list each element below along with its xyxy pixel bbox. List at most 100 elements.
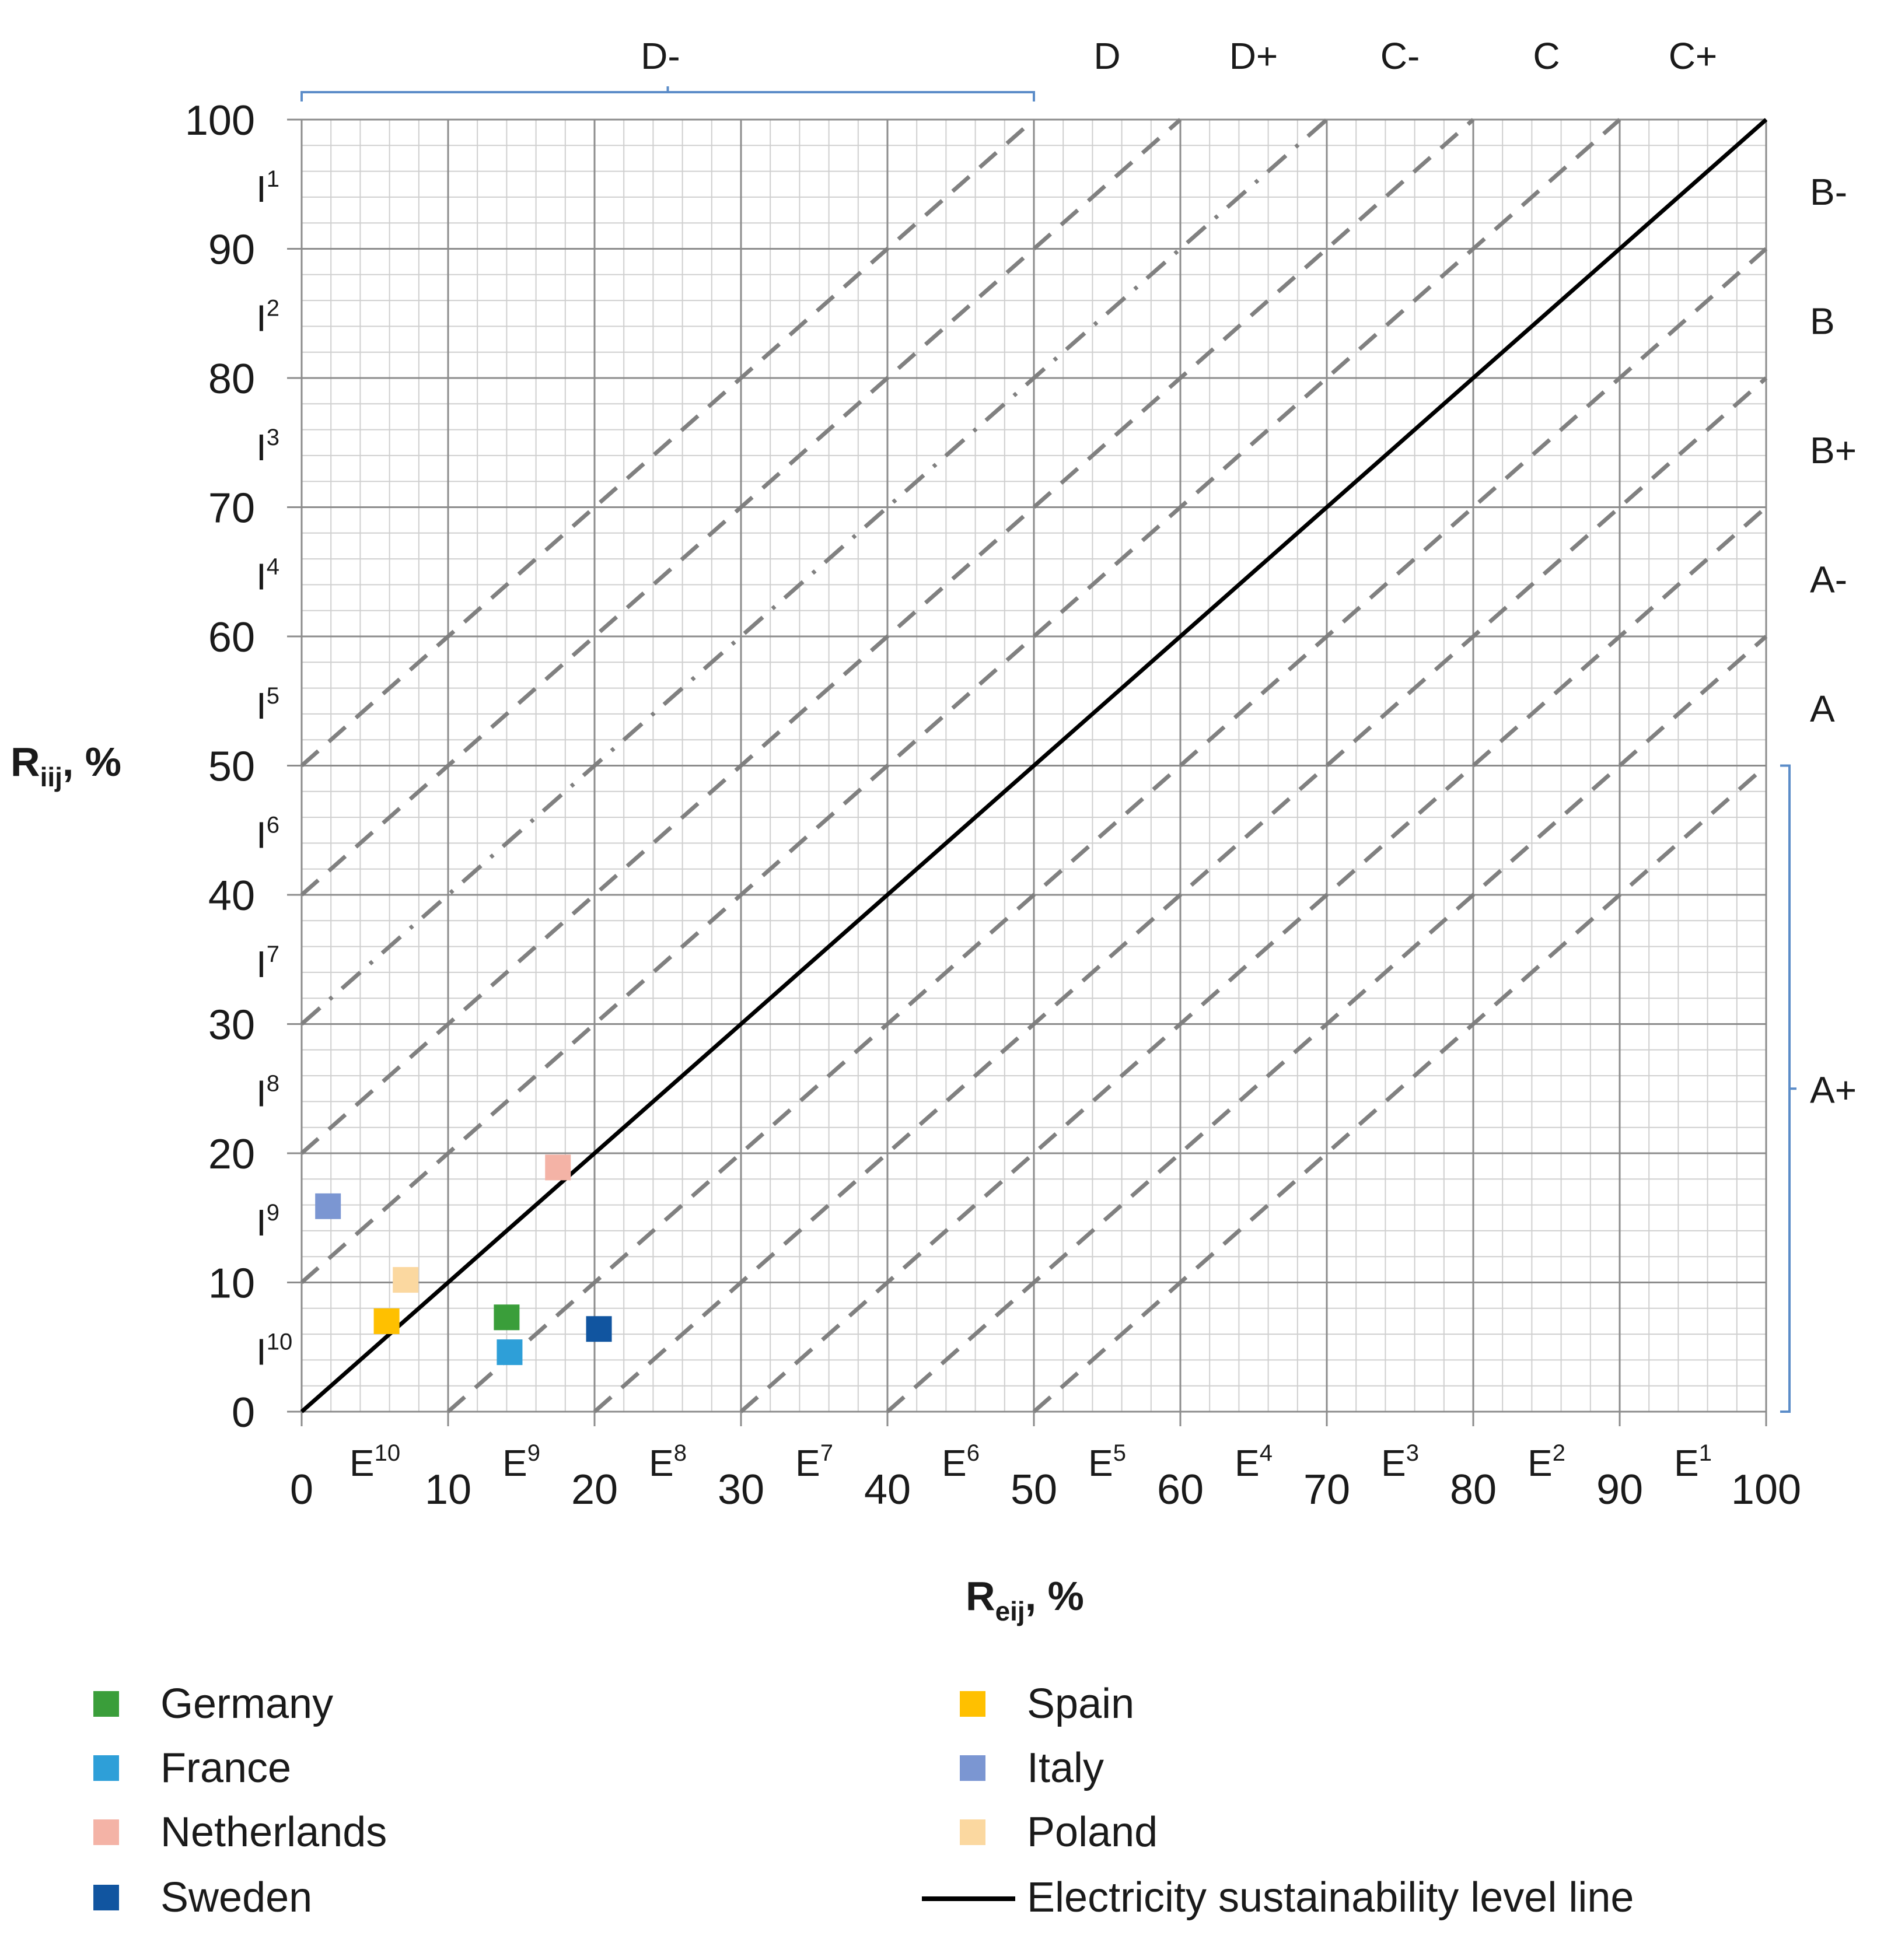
x-zone-label: E4 [1235, 1440, 1273, 1484]
y-zone-label: I10 [256, 1329, 292, 1373]
legend-swatch-italy [960, 1755, 985, 1781]
x-tick-label: 100 [1731, 1466, 1801, 1513]
sustainability-line [300, 118, 1768, 1413]
y-zone-label: I5 [256, 683, 279, 727]
diagonal-line [739, 505, 1768, 1413]
right-class-label: B [1810, 300, 1835, 342]
x-tick-label: 30 [718, 1466, 764, 1513]
x-tick-label: 90 [1596, 1466, 1643, 1513]
right-class-label: B- [1810, 171, 1847, 213]
major-grid [287, 118, 1767, 1426]
x-tick-label: 80 [1450, 1466, 1497, 1513]
y-zone-label: I7 [256, 942, 279, 985]
x-tick-labels: 0 10 20 30 40 50 60 70 80 90 100 [290, 1466, 1801, 1513]
legend-label-germany: Germany [160, 1681, 333, 1727]
y-zone-label: I2 [256, 295, 279, 339]
point-italy [315, 1193, 341, 1219]
right-class-labels: B- B B+ A- A A+ [1810, 171, 1857, 1111]
y-tick-label: 20 [208, 1131, 255, 1178]
y-tick-label: 40 [208, 873, 255, 919]
x-axis-title: Reij, % [966, 1573, 1084, 1626]
x-tick-label: 10 [425, 1466, 471, 1513]
y-zone-label: I4 [256, 554, 279, 597]
x-tick-label: 0 [290, 1466, 313, 1513]
diagonal-level-lines [300, 118, 1768, 1413]
x-zone-label: E3 [1381, 1440, 1419, 1484]
y-zone-label: I8 [256, 1070, 279, 1114]
legend-swatch-netherlands [93, 1819, 119, 1845]
right-class-label: A- [1810, 558, 1847, 600]
point-france [497, 1339, 523, 1366]
right-class-label: A+ [1810, 1069, 1857, 1111]
y-axis-title: Riij, % [11, 739, 121, 792]
x-zone-label: E5 [1088, 1440, 1126, 1484]
x-zone-label: E10 [349, 1440, 400, 1484]
legend-swatch-poland [960, 1819, 985, 1845]
x-zone-label: E7 [795, 1440, 833, 1484]
diagonal-line [300, 118, 1036, 768]
right-bracket [1780, 764, 1796, 1413]
y-tick-label: 100 [185, 97, 255, 144]
x-zone-labels: E10 E9 E8 E7 E6 E5 E4 E3 E2 E1 [349, 1440, 1712, 1484]
legend-swatch-france [93, 1755, 119, 1781]
data-points [315, 1154, 612, 1366]
top-class-label: D- [641, 35, 680, 77]
x-tick-label: 50 [1011, 1466, 1057, 1513]
legend-label-italy: Italy [1027, 1745, 1104, 1791]
x-zone-label: E6 [942, 1440, 980, 1484]
y-tick-label: 50 [208, 744, 255, 790]
legend-label-spain: Spain [1027, 1681, 1134, 1727]
diagonal-line [1032, 764, 1768, 1413]
sustainability-level-line [300, 118, 1768, 1413]
point-netherlands [545, 1154, 571, 1181]
right-class-label: B+ [1810, 429, 1857, 471]
x-zone-label: E2 [1528, 1440, 1565, 1484]
legend: Germany France Netherlands Sweden Spain Italy… [93, 1681, 1634, 1921]
y-zone-label: I3 [256, 425, 279, 468]
legend-label-poland: Poland [1027, 1809, 1158, 1856]
y-tick-label: 30 [208, 1002, 255, 1049]
diagonal-line [886, 635, 1768, 1413]
x-tick-label: 60 [1157, 1466, 1204, 1513]
legend-label-sweden: Sweden [160, 1874, 312, 1921]
x-tick-label: 20 [571, 1466, 618, 1513]
legend-label-netherlands: Netherlands [160, 1809, 387, 1856]
legend-swatch-germany [93, 1691, 119, 1717]
y-zone-label: I9 [256, 1200, 279, 1244]
top-class-label: C [1533, 35, 1560, 77]
top-class-label: C- [1380, 35, 1420, 77]
diagonal-line [300, 118, 1182, 897]
x-tick-label: 70 [1303, 1466, 1350, 1513]
y-tick-label: 0 [232, 1390, 255, 1436]
top-class-label: C+ [1669, 35, 1718, 77]
legend-label-france: France [160, 1745, 291, 1791]
y-tick-label: 90 [208, 227, 255, 274]
right-class-label: A [1810, 688, 1835, 730]
diagonal-line [593, 376, 1768, 1413]
point-germany [494, 1304, 520, 1331]
top-class-label: D [1093, 35, 1120, 77]
y-zone-label: I6 [256, 812, 279, 856]
diagonal-line [300, 118, 1329, 1026]
y-zone-label: I1 [256, 166, 279, 210]
y-tick-labels: 0 10 20 30 40 50 60 70 80 90 100 [185, 97, 255, 1436]
point-spain [373, 1308, 400, 1334]
x-zone-label: E8 [649, 1440, 687, 1484]
y-tick-label: 70 [208, 485, 255, 532]
top-class-label: D+ [1229, 35, 1278, 77]
diagonal-line [300, 118, 1621, 1284]
y-tick-label: 60 [208, 614, 255, 661]
legend-swatch-spain [960, 1691, 985, 1717]
point-poland [393, 1267, 419, 1293]
y-zone-labels: I1 I2 I3 I4 I5 I6 I7 I8 I9 I10 [256, 166, 292, 1373]
top-class-labels: D- D D+ C- C C+ [641, 35, 1717, 77]
top-bracket [300, 86, 1035, 102]
legend-swatch-sweden [93, 1885, 119, 1910]
x-tick-label: 40 [864, 1466, 911, 1513]
x-zone-label: E9 [502, 1440, 540, 1484]
legend-label-sustainability-line: Electricity sustainability level line [1027, 1874, 1634, 1921]
y-tick-label: 80 [208, 356, 255, 402]
class-brackets [300, 86, 1796, 1413]
diagonal-line [300, 118, 1475, 1155]
